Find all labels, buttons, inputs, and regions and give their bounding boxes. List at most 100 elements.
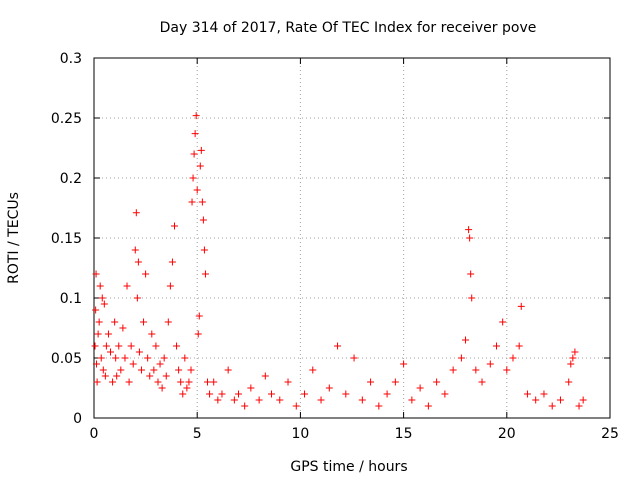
data-point bbox=[101, 372, 109, 380]
data-point bbox=[567, 360, 575, 368]
data-point bbox=[137, 366, 145, 374]
data-point bbox=[111, 318, 119, 326]
data-point bbox=[255, 396, 263, 404]
data-point bbox=[200, 246, 208, 254]
data-point bbox=[261, 372, 269, 380]
data-point bbox=[325, 384, 333, 392]
data-point bbox=[342, 390, 350, 398]
data-point bbox=[189, 174, 197, 182]
data-point bbox=[462, 336, 470, 344]
data-point bbox=[119, 324, 127, 332]
x-tick-label: 25 bbox=[601, 426, 619, 442]
data-point bbox=[188, 198, 196, 206]
data-point bbox=[160, 354, 168, 362]
data-point bbox=[509, 354, 517, 362]
data-point bbox=[201, 270, 209, 278]
data-point bbox=[156, 360, 164, 368]
data-point bbox=[131, 246, 139, 254]
data-point bbox=[135, 348, 143, 356]
data-point bbox=[571, 348, 579, 356]
data-point bbox=[457, 354, 465, 362]
data-point bbox=[241, 402, 249, 410]
data-point bbox=[127, 342, 135, 350]
data-point bbox=[125, 378, 133, 386]
data-point bbox=[199, 216, 207, 224]
data-point bbox=[433, 378, 441, 386]
data-point bbox=[197, 146, 205, 154]
y-axis-label: ROTI / TECUs bbox=[6, 192, 22, 284]
data-point bbox=[107, 348, 115, 356]
data-point bbox=[284, 378, 292, 386]
data-point bbox=[98, 294, 106, 302]
chart-title: Day 314 of 2017, Rate Of TEC Index for r… bbox=[160, 20, 537, 36]
data-point bbox=[234, 390, 242, 398]
data-point bbox=[478, 378, 486, 386]
data-point bbox=[140, 318, 148, 326]
data-point bbox=[117, 366, 125, 374]
data-point bbox=[95, 318, 103, 326]
data-point bbox=[441, 390, 449, 398]
data-point bbox=[150, 366, 158, 374]
data-point bbox=[100, 300, 108, 308]
x-tick-label: 20 bbox=[498, 426, 516, 442]
plot-frame bbox=[93, 57, 611, 419]
data-point bbox=[532, 396, 540, 404]
x-tick-label: 15 bbox=[395, 426, 413, 442]
data-point bbox=[424, 402, 432, 410]
data-point bbox=[400, 360, 408, 368]
y-tick-label: 0.1 bbox=[60, 291, 82, 307]
data-point bbox=[92, 270, 100, 278]
data-point bbox=[148, 330, 156, 338]
data-point bbox=[575, 402, 583, 410]
data-point bbox=[92, 360, 100, 368]
data-point bbox=[99, 366, 107, 374]
data-point bbox=[162, 372, 170, 380]
data-point bbox=[224, 366, 232, 374]
data-point bbox=[214, 396, 222, 404]
plot-border bbox=[93, 57, 611, 419]
data-point bbox=[113, 372, 121, 380]
data-point bbox=[292, 402, 300, 410]
data-point bbox=[154, 378, 162, 386]
data-point bbox=[134, 258, 142, 266]
data-point bbox=[187, 366, 195, 374]
data-point bbox=[152, 342, 160, 350]
data-point bbox=[115, 342, 123, 350]
data-point bbox=[503, 366, 511, 374]
data-point bbox=[466, 234, 474, 242]
data-point bbox=[170, 222, 178, 230]
data-point bbox=[449, 366, 457, 374]
data-point bbox=[146, 372, 154, 380]
data-point bbox=[198, 198, 206, 206]
data-point bbox=[548, 402, 556, 410]
data-point bbox=[194, 330, 202, 338]
data-point bbox=[133, 294, 141, 302]
data-point bbox=[416, 384, 424, 392]
data-point bbox=[121, 354, 129, 362]
data-point bbox=[177, 378, 185, 386]
x-tick-label: 0 bbox=[90, 426, 99, 442]
data-point bbox=[218, 390, 226, 398]
data-point bbox=[92, 306, 100, 314]
data-point bbox=[164, 318, 172, 326]
data-point bbox=[523, 390, 531, 398]
data-point bbox=[112, 354, 120, 362]
data-points bbox=[91, 112, 587, 410]
data-point bbox=[195, 312, 203, 320]
data-point bbox=[301, 390, 309, 398]
data-point bbox=[179, 390, 187, 398]
data-point bbox=[408, 396, 416, 404]
data-point bbox=[193, 186, 201, 194]
data-point bbox=[334, 342, 342, 350]
data-point bbox=[358, 396, 366, 404]
data-point bbox=[309, 366, 317, 374]
data-point bbox=[391, 378, 399, 386]
data-point bbox=[142, 270, 150, 278]
y-tick-label: 0.15 bbox=[51, 231, 82, 247]
data-point bbox=[183, 384, 191, 392]
data-point bbox=[192, 112, 200, 120]
y-tick-label: 0.2 bbox=[60, 171, 82, 187]
y-tick-label: 0.3 bbox=[60, 51, 82, 67]
data-point bbox=[168, 258, 176, 266]
